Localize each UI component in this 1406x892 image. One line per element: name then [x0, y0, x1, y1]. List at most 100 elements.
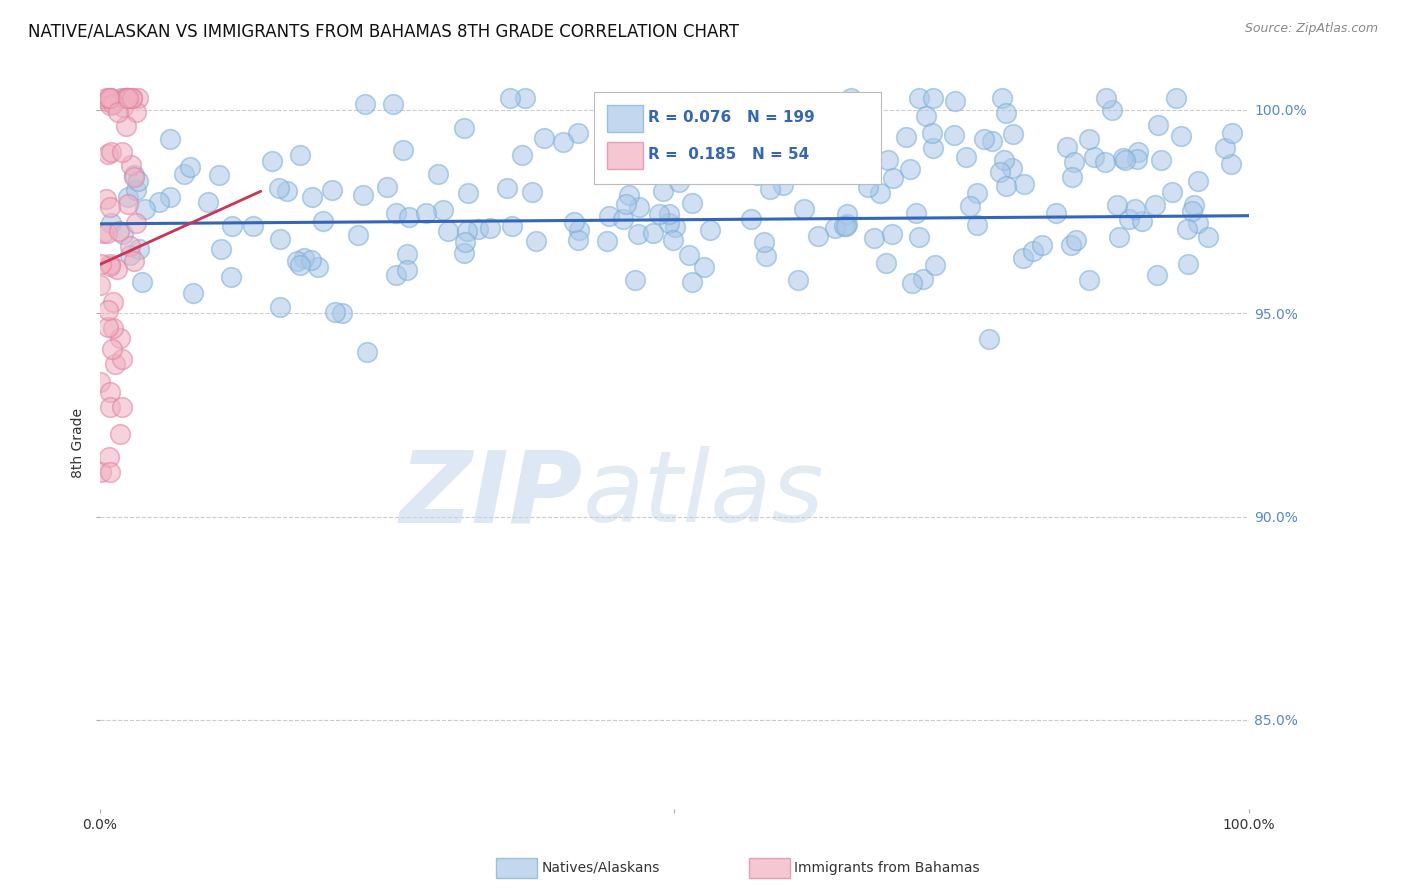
Point — [1001, 128, 1024, 142]
Point — [330, 306, 353, 320]
Point — [292, 251, 315, 265]
Point — [125, 105, 148, 120]
Point — [1101, 103, 1123, 117]
Point — [1219, 157, 1241, 171]
Point — [173, 168, 195, 182]
Point — [662, 234, 685, 248]
Point — [922, 91, 945, 105]
Point — [124, 254, 146, 268]
Point — [103, 295, 125, 310]
Point — [551, 135, 574, 149]
Point — [882, 170, 904, 185]
Point — [301, 190, 323, 204]
Point — [1107, 198, 1129, 212]
Point — [97, 319, 120, 334]
Point — [114, 91, 136, 105]
Point — [114, 91, 136, 105]
Point — [747, 169, 769, 183]
Point — [96, 94, 118, 108]
Point — [1114, 153, 1136, 167]
Text: Source: ZipAtlas.com: Source: ZipAtlas.com — [1244, 22, 1378, 36]
Point — [814, 119, 837, 133]
Point — [755, 249, 778, 263]
Point — [915, 109, 938, 123]
Point — [876, 153, 898, 167]
Point — [457, 186, 479, 201]
Point — [1187, 216, 1209, 230]
Point — [108, 224, 131, 238]
Point — [100, 91, 122, 105]
Point — [681, 276, 703, 290]
Point — [1222, 126, 1244, 140]
Point — [1118, 212, 1140, 227]
Point — [1022, 244, 1045, 258]
Point — [567, 233, 589, 247]
Point — [681, 195, 703, 210]
Point — [219, 270, 242, 285]
Point — [654, 161, 676, 175]
Point — [741, 96, 763, 111]
Point — [770, 132, 793, 146]
Text: ZIP: ZIP — [399, 446, 582, 543]
Point — [806, 229, 828, 244]
Point — [699, 223, 721, 237]
Point — [467, 222, 489, 236]
Point — [658, 207, 681, 221]
Point — [1177, 257, 1199, 271]
Point — [398, 211, 420, 225]
Point — [834, 219, 856, 233]
Point — [415, 206, 437, 220]
Point — [647, 206, 669, 220]
Point — [901, 276, 924, 290]
Point — [993, 153, 1015, 168]
Point — [111, 400, 134, 414]
Point — [1112, 152, 1135, 166]
Point — [955, 150, 977, 164]
Point — [111, 227, 134, 241]
Point — [981, 134, 1004, 148]
Point — [1063, 154, 1085, 169]
Text: NATIVE/ALASKAN VS IMMIGRANTS FROM BAHAMAS 8TH GRADE CORRELATION CHART: NATIVE/ALASKAN VS IMMIGRANTS FROM BAHAMA… — [28, 22, 740, 40]
Point — [1146, 268, 1168, 282]
Point — [510, 148, 533, 162]
Point — [104, 357, 127, 371]
Point — [98, 91, 121, 105]
Point — [134, 202, 156, 216]
Point — [700, 145, 723, 159]
Point — [943, 94, 966, 108]
Point — [501, 219, 523, 234]
Point — [693, 260, 716, 275]
Point — [312, 214, 335, 228]
Point — [564, 215, 586, 229]
Point — [98, 401, 121, 415]
Point — [520, 185, 543, 199]
Point — [1170, 128, 1192, 143]
Point — [1166, 91, 1188, 105]
Point — [308, 260, 330, 275]
Point — [668, 175, 690, 189]
Point — [356, 344, 378, 359]
Point — [1175, 222, 1198, 236]
Point — [994, 179, 1017, 194]
Point — [197, 194, 219, 209]
Point — [456, 225, 478, 239]
Text: R =  0.185   N = 54: R = 0.185 N = 54 — [648, 147, 810, 161]
Point — [121, 91, 143, 105]
Point — [498, 91, 520, 105]
Point — [436, 224, 458, 238]
Point — [181, 286, 204, 301]
Point — [97, 302, 120, 317]
Point — [98, 201, 121, 215]
Point — [1187, 174, 1209, 188]
Point — [908, 91, 931, 105]
Point — [290, 148, 312, 162]
Point — [100, 257, 122, 271]
Point — [148, 194, 170, 209]
Point — [111, 352, 134, 367]
Point — [89, 278, 111, 293]
Point — [1012, 178, 1035, 192]
Point — [98, 385, 121, 400]
Text: R = 0.076   N = 199: R = 0.076 N = 199 — [648, 111, 815, 125]
Point — [159, 190, 181, 204]
Point — [101, 96, 124, 111]
